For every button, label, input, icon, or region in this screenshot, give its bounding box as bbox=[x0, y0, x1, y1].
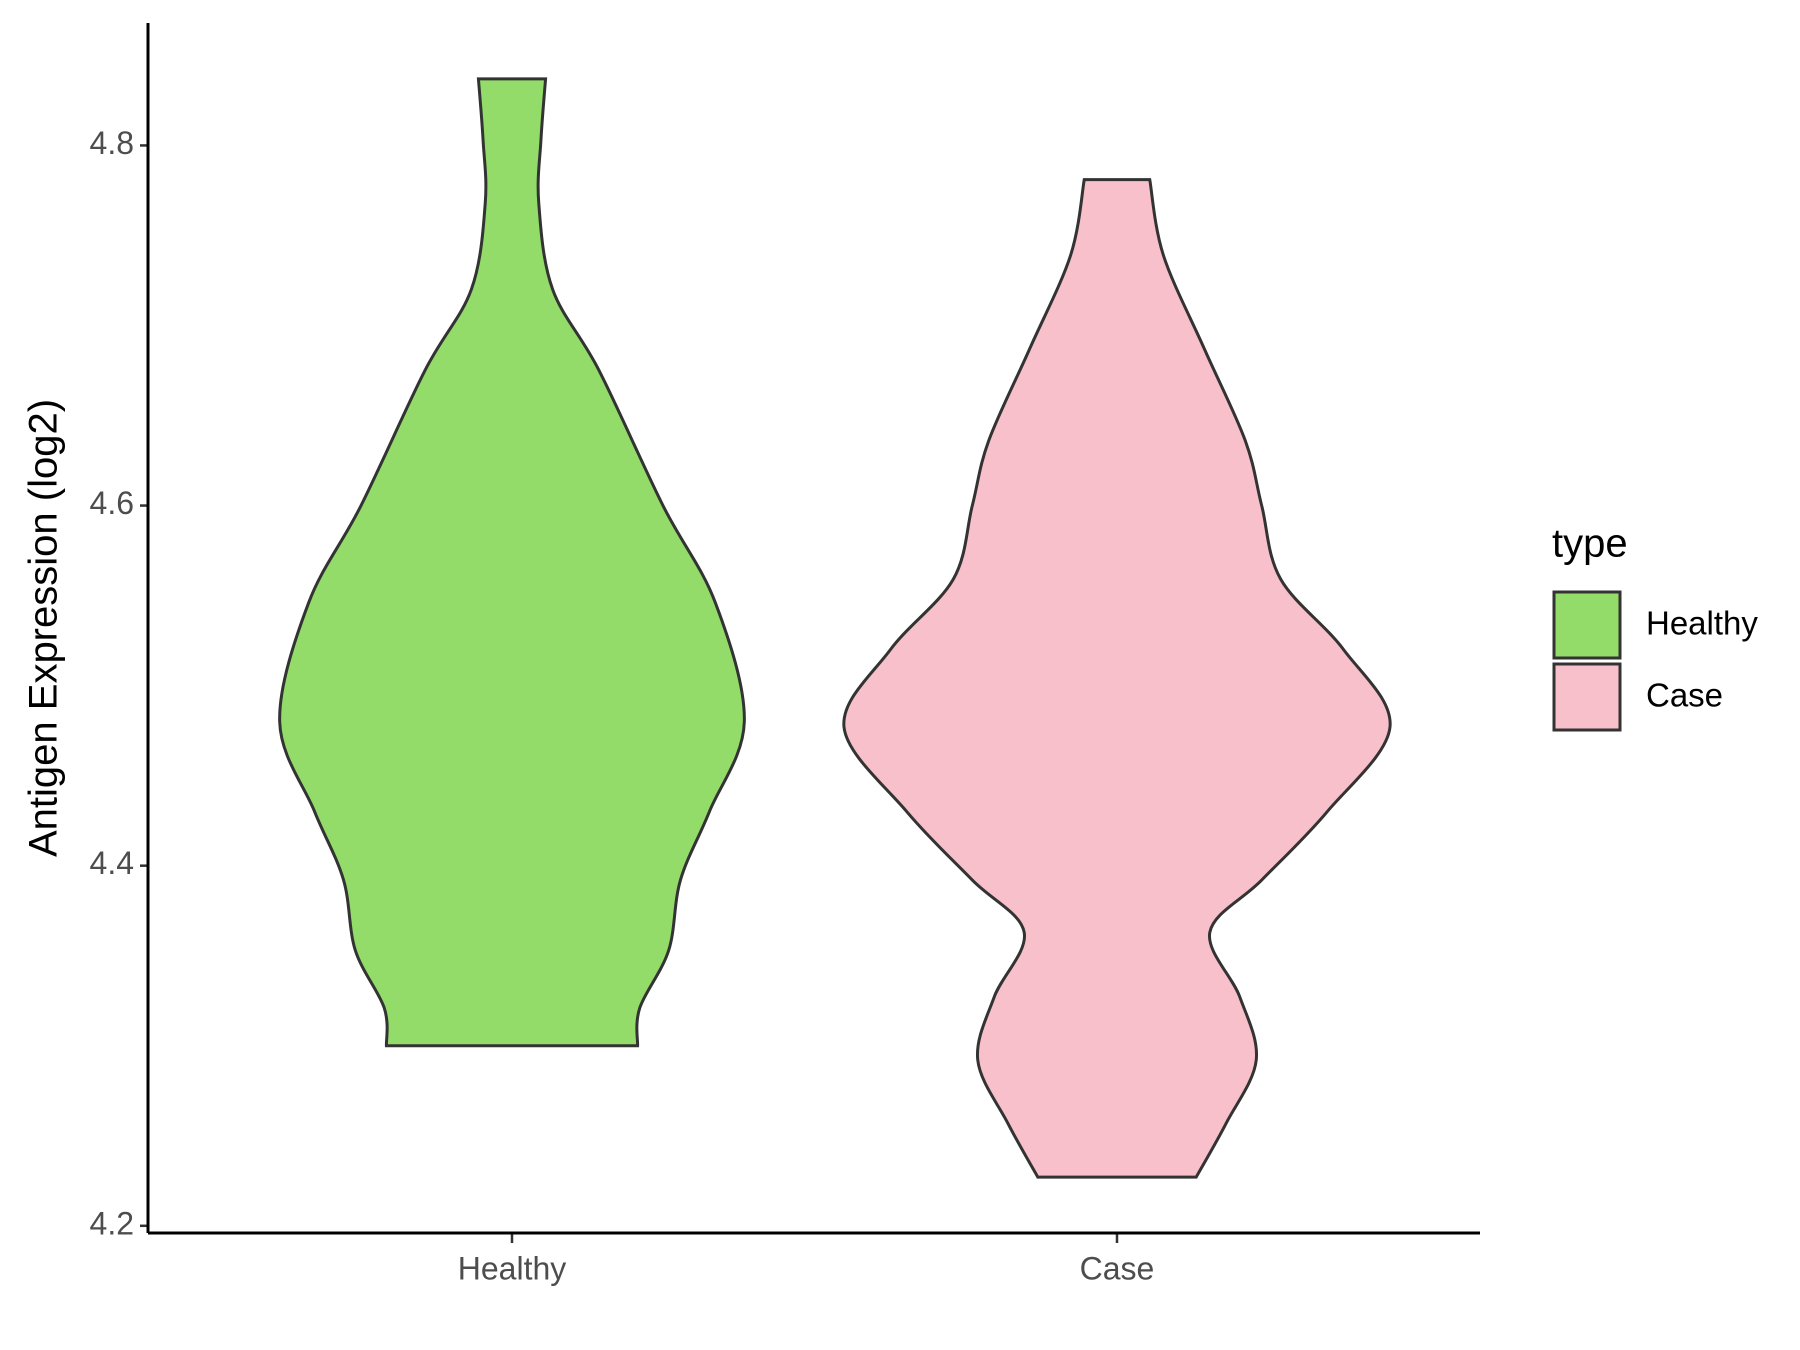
y-axis-label: Antigen Expression (log2) bbox=[22, 399, 66, 857]
legend-key bbox=[1552, 590, 1622, 660]
violin bbox=[842, 178, 1392, 1179]
legend-label: Case bbox=[1646, 677, 1723, 714]
y-tick-label: 4.6 bbox=[90, 485, 134, 521]
legend-label: Healthy bbox=[1646, 605, 1758, 642]
x-tick-label: Healthy bbox=[458, 1250, 567, 1286]
violin bbox=[278, 77, 746, 1048]
legend-title: type bbox=[1552, 522, 1628, 566]
y-tick-label: 4.4 bbox=[90, 845, 134, 881]
y-tick-label: 4.8 bbox=[90, 125, 134, 161]
x-tick-label: Case bbox=[1080, 1250, 1155, 1286]
y-tick-label: 4.2 bbox=[90, 1205, 134, 1241]
legend-key bbox=[1552, 662, 1622, 732]
